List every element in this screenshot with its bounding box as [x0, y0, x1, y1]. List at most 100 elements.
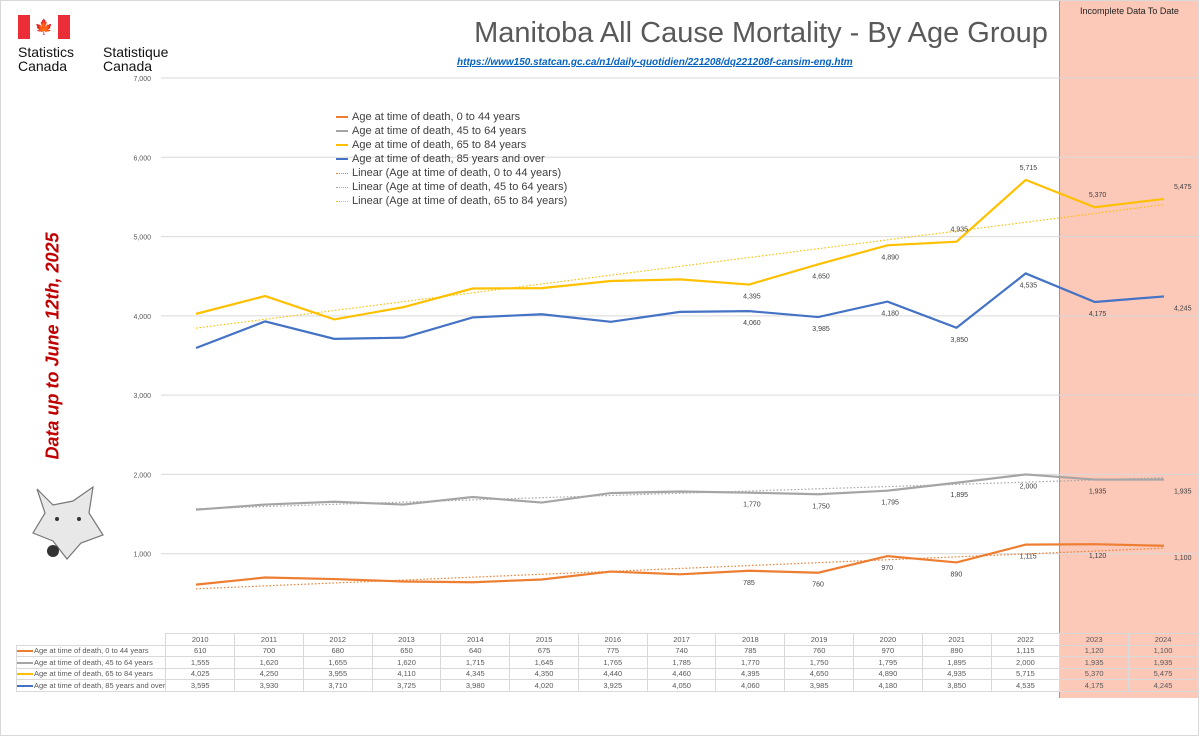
legend-item: Linear (Age at time of death, 45 to 64 y… — [336, 180, 567, 194]
table-cell: 4,935 — [921, 667, 992, 680]
data-label: 1,770 — [743, 502, 761, 509]
table-year-header: 2017 — [646, 633, 717, 646]
table-row: Age at time of death, 85 years and over 3… — [15, 679, 1198, 692]
table-cell: 4,395 — [715, 667, 786, 680]
table-year-header: 2016 — [577, 633, 648, 646]
data-label: 1,120 — [1089, 553, 1107, 560]
table-cell: 3,850 — [921, 679, 992, 692]
table-cell: 1,765 — [577, 656, 648, 669]
series-line-1 — [195, 473, 1164, 511]
table-cell: 3,595 — [165, 679, 236, 692]
data-label: 5,715 — [1020, 165, 1038, 172]
y-tick-label: 7,000 — [133, 76, 151, 83]
table-cell: 1,795 — [853, 656, 923, 669]
data-label: 5,370 — [1089, 192, 1107, 199]
table-cell: 1,655 — [302, 656, 373, 669]
data-label: 4,395 — [743, 294, 761, 301]
data-label: 760 — [812, 582, 824, 589]
data-label: 4,535 — [1020, 282, 1038, 289]
table-year-header: 2011 — [234, 633, 304, 646]
table-year-header: 2013 — [371, 633, 442, 646]
series-line-2 — [195, 178, 1165, 321]
table-cell: 5,475 — [1128, 667, 1198, 680]
table-cell: 775 — [577, 644, 648, 657]
table-cell: 3,930 — [234, 679, 304, 692]
table-cell: 4,345 — [440, 667, 511, 680]
legend-label: Age at time of death, 0 to 44 years — [352, 111, 521, 123]
table-cell: 4,245 — [1128, 679, 1198, 692]
table-cell: 1,785 — [646, 656, 717, 669]
table-row: Age at time of death, 45 to 64 years 1,55… — [15, 656, 1198, 669]
legend-item: Linear (Age at time of death, 65 to 84 y… — [336, 194, 567, 208]
table-cell: 4,025 — [165, 667, 236, 680]
table-cell: 4,250 — [234, 667, 304, 680]
table-cell: 970 — [853, 644, 923, 657]
data-label: 1,935 — [1174, 489, 1192, 496]
table-year-header: 2020 — [853, 633, 923, 646]
table-cell: 740 — [646, 644, 717, 657]
table-cell: 3,710 — [302, 679, 373, 692]
table-cell: 1,620 — [234, 656, 304, 669]
table-cell: 4,060 — [715, 679, 786, 692]
data-label: 970 — [881, 565, 893, 572]
table-cell: 4,890 — [853, 667, 923, 680]
data-label: 1,115 — [1020, 554, 1037, 561]
table-cell: 4,180 — [853, 679, 923, 692]
legend: Age at time of death, 0 to 44 years Age a… — [336, 110, 567, 208]
statcan-logo: 🍁 — [18, 15, 70, 39]
table-cell: 1,715 — [440, 656, 511, 669]
table-cell: 1,100 — [1128, 644, 1198, 657]
table-cell: 3,985 — [784, 679, 854, 692]
wolf-image — [32, 485, 104, 560]
data-label: 1,895 — [951, 492, 969, 499]
table-cell: 1,935 — [1128, 656, 1198, 669]
data-table: 2010 2011 2012 2013 2014 2015 2016 2017 2018 2019… — [15, 633, 1198, 692]
y-tick-label: 2,000 — [133, 472, 151, 479]
table-cell: 785 — [715, 644, 786, 657]
data-label: 4,935 — [951, 227, 969, 234]
legend-label: Age at time of death, 45 to 64 years — [352, 125, 527, 137]
table-cell: 4,020 — [509, 679, 579, 692]
data-label: 4,650 — [812, 273, 830, 280]
table-cell: 1,620 — [371, 656, 442, 669]
data-label: 4,060 — [743, 320, 761, 327]
data-label: 785 — [743, 580, 755, 587]
logo-text-en: Statistics Canada — [18, 44, 75, 74]
series-line-3 — [195, 272, 1165, 349]
data-label: 890 — [951, 571, 963, 578]
table-cell: 3,925 — [577, 679, 648, 692]
trendline-2 — [195, 203, 1165, 329]
legend-label: Age at time of death, 65 to 84 years — [352, 139, 527, 151]
legend-label: Linear (Age at time of death, 65 to 84 y… — [352, 195, 568, 207]
table-cell: 3,725 — [371, 679, 442, 692]
table-cell: 1,555 — [165, 656, 236, 669]
table-row: Age at time of death, 0 to 44 years 610 70… — [15, 644, 1198, 657]
legend-label: Age at time of death, 85 years and over — [352, 153, 545, 165]
table-year-header: 2022 — [990, 633, 1061, 646]
table-series-label: Age at time of death, 65 to 84 years — [15, 667, 167, 680]
series-line-0 — [195, 543, 1164, 586]
data-label: 4,180 — [881, 311, 899, 318]
table-cell: 640 — [440, 644, 511, 657]
table-cell: 650 — [371, 644, 442, 657]
table-header-row: 2010 2011 2012 2013 2014 2015 2016 2017 2018 2019… — [16, 633, 1198, 646]
legend-swatch — [336, 144, 348, 146]
legend-item: Age at time of death, 65 to 84 years — [336, 138, 567, 152]
table-cell: 1,120 — [1059, 644, 1130, 657]
table-cell: 3,955 — [302, 667, 373, 680]
data-label: 1,795 — [881, 500, 899, 507]
source-link[interactable]: https://www150.statcan.gc.ca/n1/daily-qu… — [457, 57, 853, 68]
table-cell: 610 — [165, 644, 236, 657]
incomplete-data-region — [1059, 1, 1198, 698]
legend-label: Linear (Age at time of death, 45 to 64 y… — [352, 181, 568, 193]
legend-swatch — [336, 172, 348, 174]
table-year-header: 2015 — [509, 633, 579, 646]
y-tick-label: 3,000 — [133, 393, 151, 400]
data-label: 1,935 — [1089, 489, 1107, 496]
data-label: 1,750 — [812, 503, 830, 510]
table-year-header: 2023 — [1059, 633, 1130, 646]
logo-text-fr: Statistique Canada — [103, 44, 169, 74]
table-series-label: Age at time of death, 45 to 64 years — [15, 656, 167, 669]
table-cell: 4,440 — [577, 667, 648, 680]
data-label: 1,100 — [1174, 555, 1192, 562]
